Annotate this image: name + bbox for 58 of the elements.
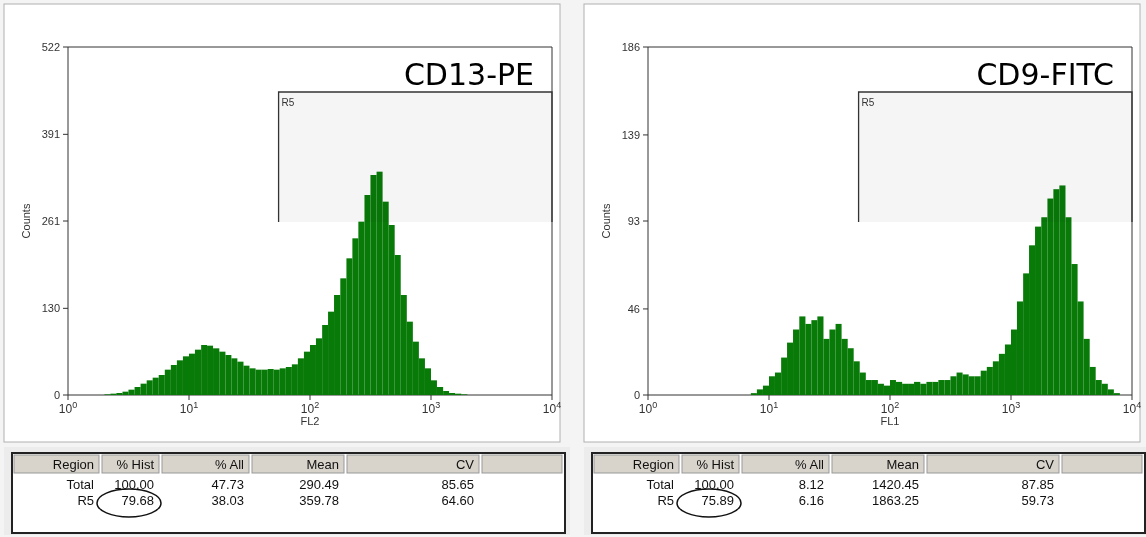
text: R5 xyxy=(657,493,674,508)
text: 6.16 xyxy=(798,493,824,508)
text: 100.00 xyxy=(694,477,734,492)
x-tick-label: 10$^{0}$ xyxy=(638,400,658,416)
x-axis-title: FL2 xyxy=(300,415,320,427)
text: Total xyxy=(646,477,675,492)
y-tick-label: 130 xyxy=(41,302,60,315)
text: 359.78 xyxy=(299,493,339,508)
text: % All xyxy=(215,457,245,472)
x-tick-label: 10$^{1}$ xyxy=(759,400,779,416)
chart-title: CD9-FITC xyxy=(976,57,1114,92)
y-tick-label: 186 xyxy=(621,41,640,53)
text: 87.85 xyxy=(1021,477,1054,492)
y-tick-label: 391 xyxy=(41,128,60,141)
text: Region xyxy=(632,457,674,472)
y-tick-label: 139 xyxy=(621,128,640,141)
y-tick-label: 0 xyxy=(53,389,60,401)
y-tick-label: 0 xyxy=(633,389,640,401)
text: Mean xyxy=(886,457,919,472)
text: 64.60 xyxy=(441,493,474,508)
x-tick-label: 10$^{4}$ xyxy=(1122,400,1142,416)
y-axis-title: Counts xyxy=(20,203,32,239)
text: CV xyxy=(455,457,475,472)
text: 47.73 xyxy=(211,477,244,492)
text: Total xyxy=(66,477,95,492)
chart-title: CD13-PE xyxy=(403,57,534,92)
text: 1863.25 xyxy=(872,493,919,508)
text: % Hist xyxy=(116,457,155,472)
text: 38.03 xyxy=(211,493,244,508)
text: 100.00 xyxy=(114,477,154,492)
y-axis-title: Counts xyxy=(600,203,612,239)
text: Mean xyxy=(306,457,339,472)
text: 1420.45 xyxy=(872,477,919,492)
band-label: R5 xyxy=(861,97,875,108)
text: % Hist xyxy=(696,457,735,472)
x-tick-label: 10$^{4}$ xyxy=(542,400,562,416)
text: CV xyxy=(1035,457,1055,472)
y-tick-label: 261 xyxy=(41,215,60,227)
x-tick-label: 10$^{0}$ xyxy=(58,400,78,416)
x-tick-label: 10$^{2}$ xyxy=(880,400,900,416)
x-tick-label: 10$^{2}$ xyxy=(300,400,320,416)
x-tick-label: 10$^{3}$ xyxy=(1001,400,1021,416)
text: 75.89 xyxy=(701,493,734,508)
x-tick-label: 10$^{3}$ xyxy=(421,400,441,416)
text: 8.12 xyxy=(798,477,824,492)
text: 85.65 xyxy=(441,477,474,492)
text: 79.68 xyxy=(121,493,154,508)
y-tick-label: 46 xyxy=(627,302,640,315)
text: % All xyxy=(795,457,825,472)
y-tick-label: 522 xyxy=(41,41,60,53)
x-axis-title: FL1 xyxy=(880,415,900,427)
text: Region xyxy=(52,457,94,472)
x-tick-label: 10$^{1}$ xyxy=(179,400,199,416)
y-tick-label: 93 xyxy=(627,215,640,227)
text: 59.73 xyxy=(1021,493,1054,508)
band-label: R5 xyxy=(281,97,295,108)
text: 290.49 xyxy=(299,477,339,492)
text: R5 xyxy=(77,493,94,508)
